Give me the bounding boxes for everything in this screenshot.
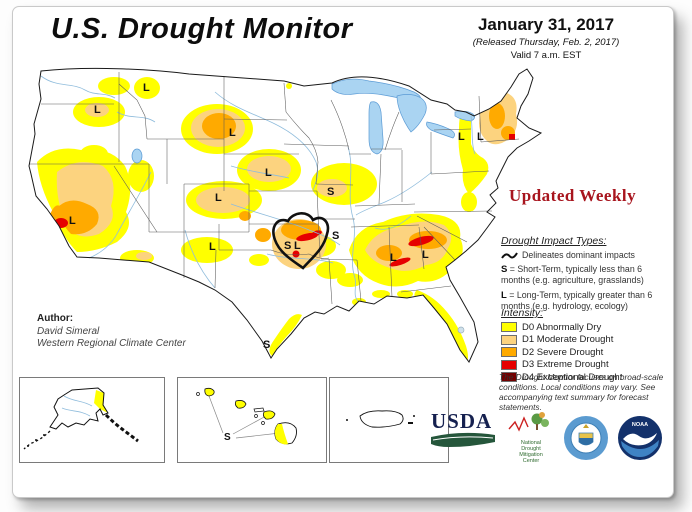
short-term-definition: S = Short-Term, typically less than 6 mo… bbox=[501, 264, 644, 286]
map-label: L bbox=[94, 104, 101, 116]
legend-item-d1: D1 Moderate Drought bbox=[501, 334, 673, 345]
hawaii-inset-map: S bbox=[177, 377, 327, 463]
university-seal-logo bbox=[563, 415, 609, 461]
long-term-definition: L = Long-Term, typically greater than 6 … bbox=[501, 289, 653, 311]
ndmc-logo-text: National bbox=[520, 440, 542, 446]
legend-item-d4: D4 Exceptional Drought bbox=[501, 372, 673, 383]
author-heading: Author: bbox=[37, 313, 74, 324]
map-label: L bbox=[229, 127, 236, 139]
usda-logo: USDA bbox=[431, 411, 497, 451]
valid-time: Valid 7 a.m. EST bbox=[510, 50, 582, 61]
map-label: L bbox=[215, 192, 222, 204]
impact-legend-heading: Drought Impact Types: bbox=[501, 235, 607, 247]
delineates-label: Delineates dominant impacts bbox=[522, 250, 635, 260]
legend-item-d3: D3 Extreme Drought bbox=[501, 359, 673, 370]
hawaii-impact-label: S bbox=[224, 432, 231, 443]
d1-swatch bbox=[501, 334, 517, 345]
ndmc-tree-icon bbox=[508, 412, 549, 432]
author-org: Western Regional Climate Center bbox=[37, 338, 186, 349]
state-borders bbox=[29, 72, 520, 305]
map-date: January 31, 2017 bbox=[477, 15, 615, 34]
author-block: Author: David Simeral Western Regional C… bbox=[37, 313, 186, 351]
map-label: L bbox=[390, 252, 397, 264]
map-label: L bbox=[458, 131, 465, 143]
legend-item-d2: D2 Severe Drought bbox=[501, 347, 673, 358]
map-label: L bbox=[265, 167, 272, 179]
map-label: S bbox=[284, 240, 291, 252]
map-label: L bbox=[209, 241, 216, 253]
intensity-heading: Intensity: bbox=[501, 307, 544, 319]
puerto-rico-inset-map bbox=[329, 377, 449, 463]
d2-swatch bbox=[501, 347, 517, 357]
usda-logo-text: USDA bbox=[431, 409, 493, 433]
impact-delineation-outline bbox=[272, 212, 330, 270]
date-block: January 31, 2017 (Released Thursday, Feb… bbox=[421, 15, 671, 61]
rivers bbox=[40, 75, 476, 303]
usda-field-icon bbox=[431, 432, 495, 447]
delineates-row: Delineates dominant impacts bbox=[501, 250, 673, 260]
d3-swatch bbox=[501, 359, 517, 370]
updated-weekly-note: Updated Weekly bbox=[509, 186, 637, 205]
map-label: S bbox=[263, 339, 270, 351]
conus-drought-map: L L L L S L L L S L S L L L L S bbox=[28, 67, 542, 363]
map-label: S bbox=[327, 186, 334, 198]
legend-item-d0: D0 Abnormally Dry bbox=[501, 322, 673, 333]
noaa-emblem-icon: NOAA bbox=[618, 416, 662, 460]
map-impact-labels: L L L L S L L L S L S L L L L S bbox=[69, 82, 484, 351]
drought-monitor-page: U.S. Drought Monitor January 31, 2017 (R… bbox=[12, 6, 674, 498]
intensity-legend: Intensity: D0 Abnormally Dry D1 Moderate… bbox=[501, 307, 673, 385]
map-label: L bbox=[477, 131, 484, 143]
university-seal-icon bbox=[564, 416, 608, 460]
d0-swatch bbox=[501, 322, 517, 332]
noaa-logo: NOAA bbox=[617, 415, 663, 461]
map-label: L bbox=[143, 82, 150, 94]
map-label: L bbox=[294, 240, 301, 252]
alaska-inset-map bbox=[19, 377, 165, 463]
drought-areas bbox=[37, 74, 518, 363]
noaa-logo-text: NOAA bbox=[632, 422, 648, 428]
author-name: David Simeral bbox=[37, 325, 100, 337]
d4-swatch bbox=[501, 372, 517, 382]
page-title: U.S. Drought Monitor bbox=[51, 13, 353, 45]
map-label: S bbox=[332, 230, 339, 242]
ndmc-logo: National Drought Mitigation Center bbox=[505, 411, 557, 465]
map-label: L bbox=[422, 249, 429, 261]
impact-curve-icon bbox=[501, 251, 518, 259]
impact-types-legend: Drought Impact Types: Delineates dominan… bbox=[501, 235, 673, 311]
disclaimer-text: The Drought Monitor focuses on broad-sca… bbox=[499, 372, 664, 412]
map-label: L bbox=[69, 215, 76, 227]
release-date: (Released Thursday, Feb. 2, 2017) bbox=[472, 37, 620, 48]
